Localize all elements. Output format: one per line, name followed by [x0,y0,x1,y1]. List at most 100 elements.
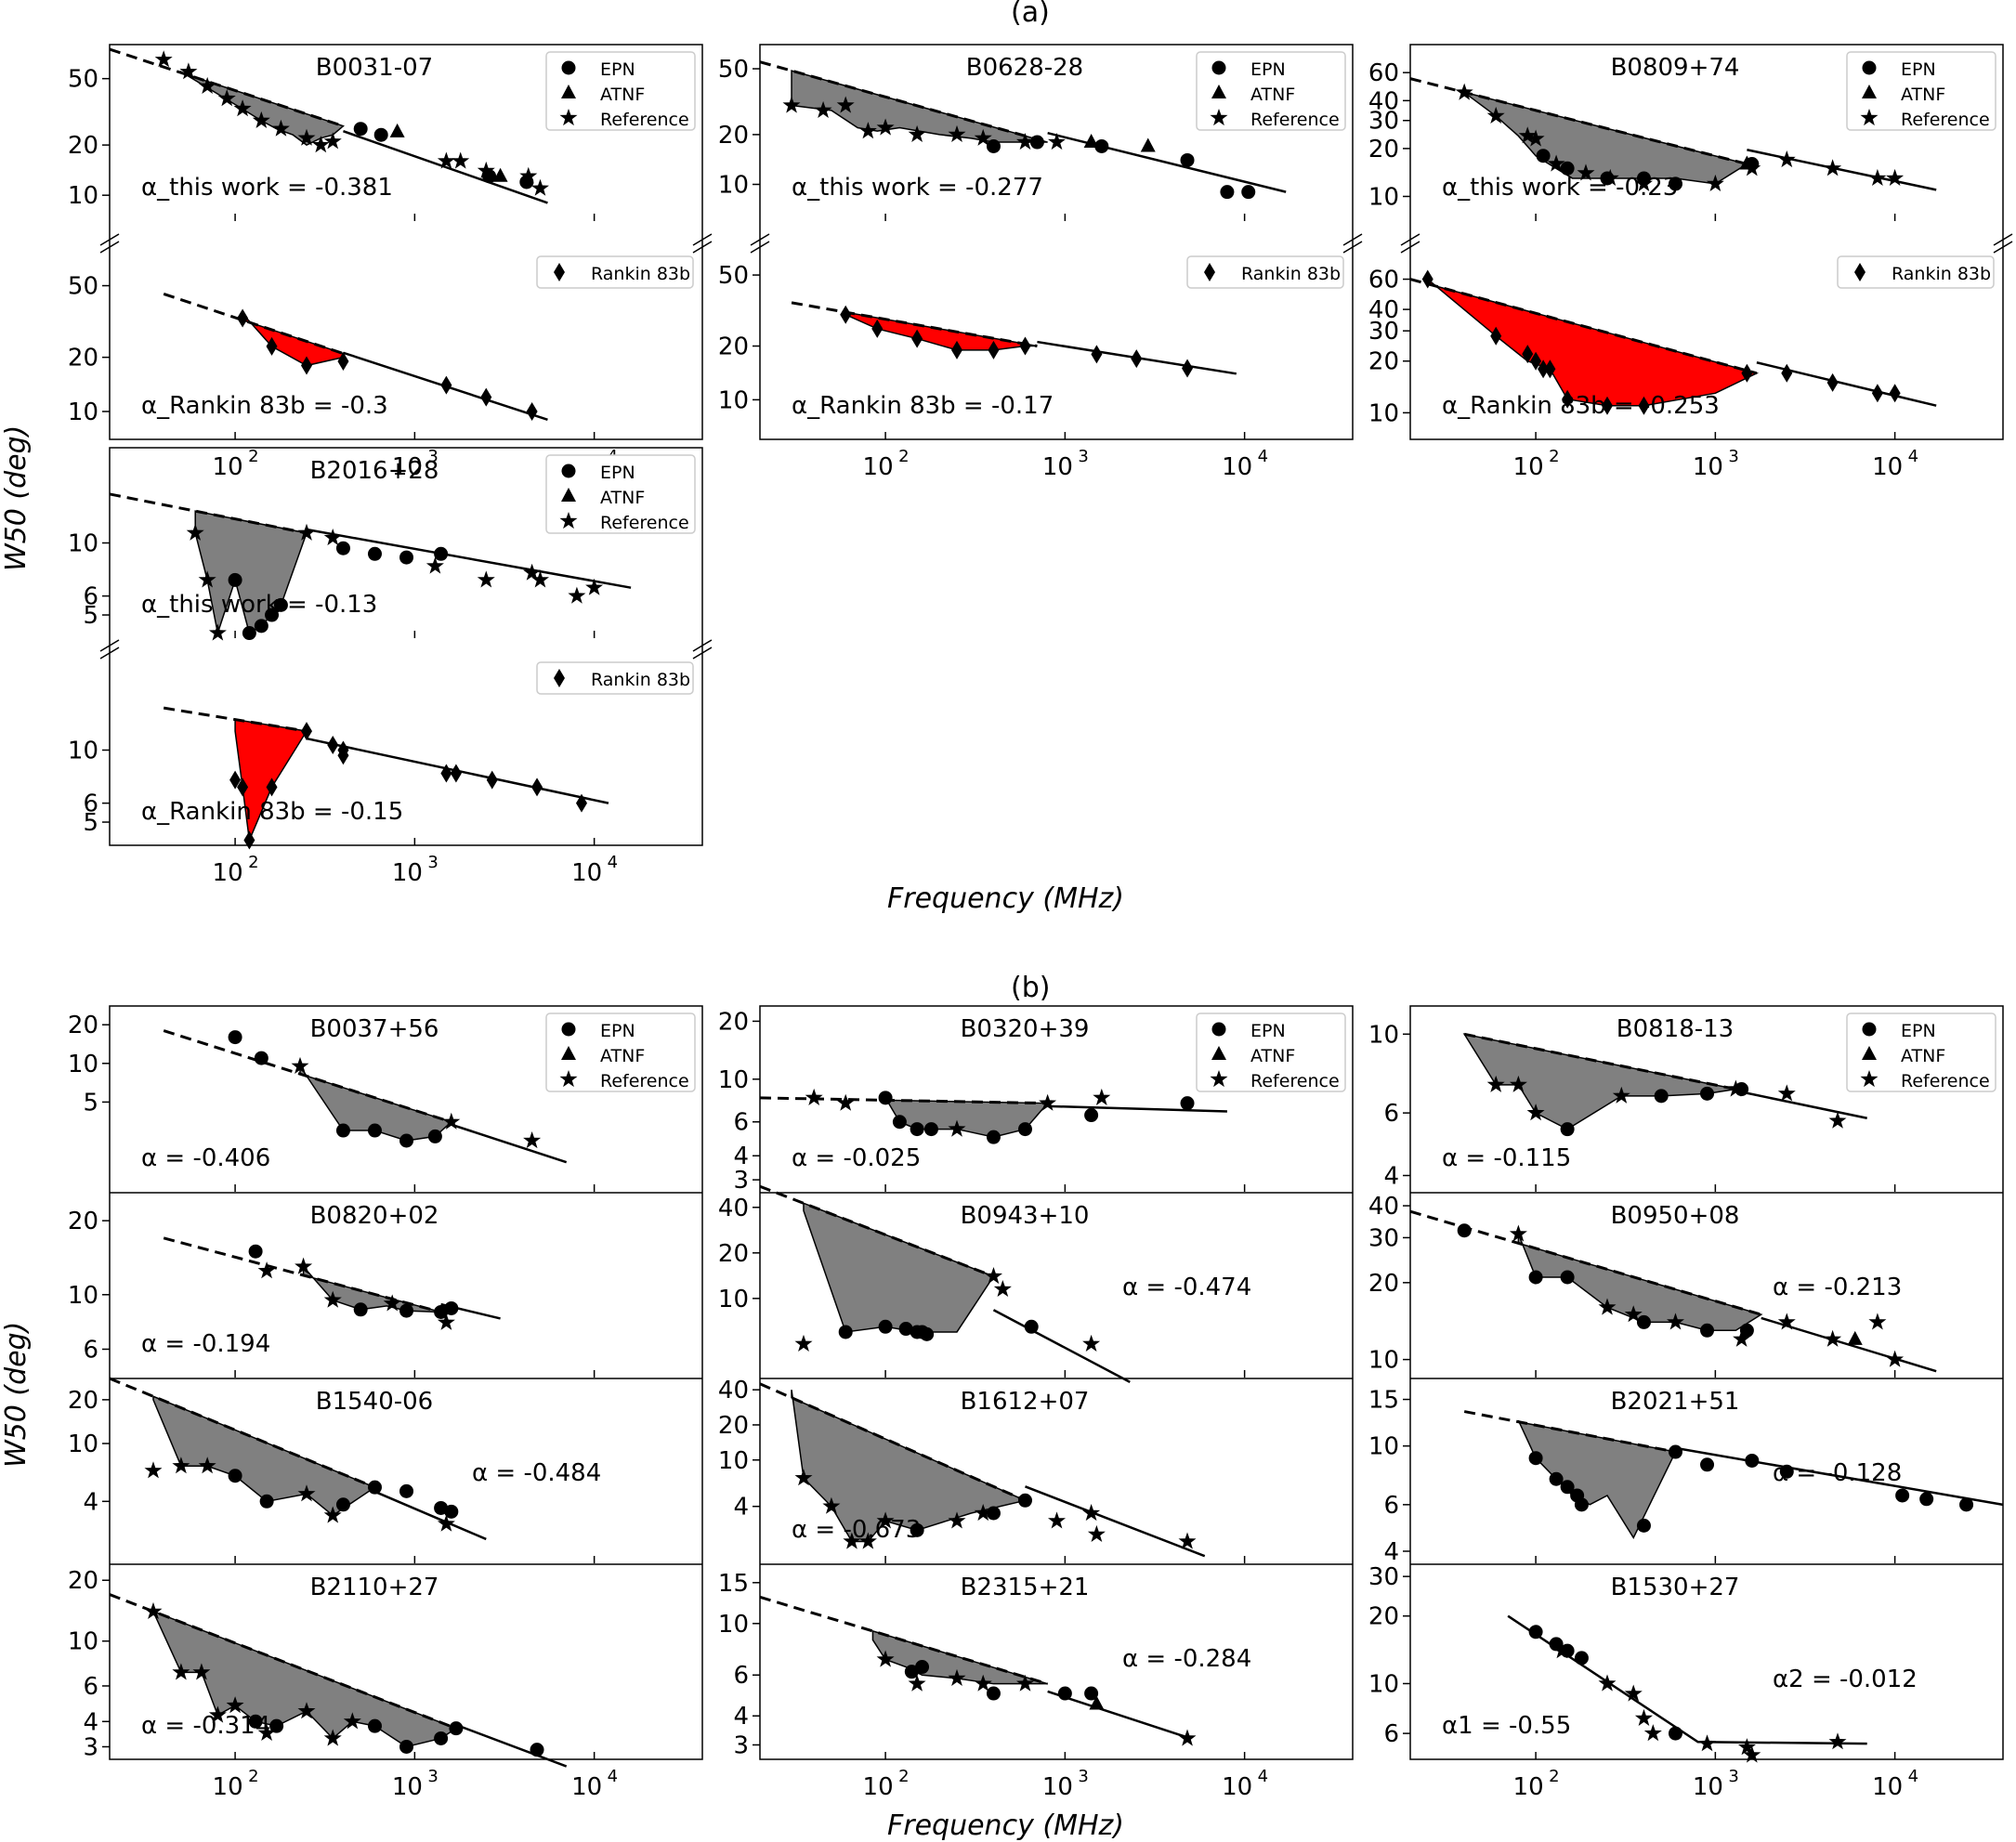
marker-rankin [1182,359,1194,378]
marker-reference [1016,133,1034,150]
xtick-exponent: 3 [1078,447,1088,466]
marker-epn [1241,185,1256,200]
marker-reference [1737,1738,1756,1756]
marker-epn [335,1123,350,1138]
xtick-label: 10 [863,1773,894,1801]
ytick-label: 4 [733,1703,749,1731]
marker-epn [1057,1686,1072,1701]
marker-rankin [301,722,313,741]
panel-title: B0950+08 [1611,1202,1740,1230]
marker-rankin [1871,384,1883,403]
marker-epn [904,1665,919,1679]
xtick-label: 10 [1693,1773,1723,1801]
marker-epn [1528,1270,1543,1285]
marker-epn [1654,1089,1669,1104]
panel-frame-a3 [1409,44,2004,440]
marker-reference [585,578,604,595]
ytick-label: 20 [68,1567,98,1595]
marker-reference [1093,1088,1111,1105]
marker-rankin [1638,396,1650,415]
marker-reference [948,124,966,142]
marker-reference [843,1532,861,1549]
legend-label-rankin: Rankin 83b [1892,264,1991,284]
marker-epn [1560,161,1575,176]
marker-reference [198,1457,216,1474]
marker-reference [858,1532,877,1549]
marker-epn [399,550,414,565]
legend-label: Reference [1901,1071,1990,1091]
ytick-label: 3 [733,1167,749,1195]
gap-region [180,70,345,146]
fit-dashed [163,292,344,355]
ytick-label: 10 [1368,399,1399,427]
marker-epn [915,1660,930,1675]
xtick-exponent: 2 [898,1767,909,1786]
legend-label: EPN [1901,1021,1936,1041]
alpha-label: α = -0.673 [792,1516,921,1544]
panel-title: B1530+27 [1611,1574,1740,1601]
marker-epn [265,607,280,622]
marker-epn [986,138,1001,153]
legend-box-rankin [536,661,694,695]
legend-label: EPN [1901,59,1936,80]
alpha-label: α = -0.194 [141,1330,270,1358]
axis-break-mark [99,639,120,652]
marker-epn [254,619,268,634]
marker-reference [425,556,444,574]
alpha-label: α = -0.406 [141,1144,270,1172]
alpha-label: α1 = -0.55 [1442,1712,1571,1740]
fit-dashed [759,1595,1049,1686]
marker-epn [367,1480,382,1495]
xtick-exponent: 3 [1728,1767,1738,1786]
legend-label: EPN [600,1021,635,1041]
ytick-label: 10 [68,182,98,210]
marker-epn [367,1123,382,1138]
marker-atnf [492,167,508,182]
xtick-exponent: 3 [427,1767,438,1786]
marker-reference [1509,1075,1527,1092]
ytick-label: 4 [1383,1162,1399,1190]
legend-label: ATNF [1250,85,1295,105]
marker-rankin [1562,389,1574,409]
marker-reference [1455,83,1473,100]
ytick-label: 10 [68,1430,98,1458]
ytick-label: 20 [68,132,98,160]
xtick-exponent: 4 [1908,447,1918,466]
legend-label: ATNF [600,488,645,508]
marker-reference [568,586,586,604]
ytick-label: 10 [1368,1670,1399,1698]
ytick-label: 50 [68,273,98,301]
marker-atnf [1862,1046,1877,1060]
marker-rankin [1421,269,1433,289]
ytick-label: 20 [1368,1270,1399,1298]
ytick-label: 4 [733,1494,749,1522]
fit-dashed [1463,1032,1736,1091]
marker-reference [1082,1334,1101,1352]
marker-rankin [337,746,349,765]
fit-line [1025,1485,1206,1558]
ytick-label: 50 [718,262,749,290]
ytick-label: 10 [68,530,98,558]
marker-atnf [561,85,576,98]
xtick-exponent: 3 [427,447,438,466]
marker-reference [1706,174,1724,191]
xtick-exponent: 2 [898,447,909,466]
ytick-label: 40 [718,1377,749,1404]
marker-rankin [554,669,565,687]
alpha-label-2: α2 = -0.012 [1773,1666,1918,1693]
marker-reference [1860,109,1879,126]
ytick-label: 6 [1383,1492,1399,1520]
marker-epn [1017,1122,1032,1137]
legend-label: ATNF [1901,85,1945,105]
marker-rankin [1544,359,1556,379]
ytick-label: 10 [718,386,749,414]
ytick-label: 6 [733,1662,749,1690]
marker-reference [1698,1734,1716,1752]
marker-reference [1178,1729,1197,1746]
marker-epn [910,1122,924,1137]
gap-region [1517,1419,1677,1539]
marker-reference [993,1280,1012,1297]
legend-label: EPN [1250,1021,1286,1041]
marker-epn [986,1130,1001,1144]
